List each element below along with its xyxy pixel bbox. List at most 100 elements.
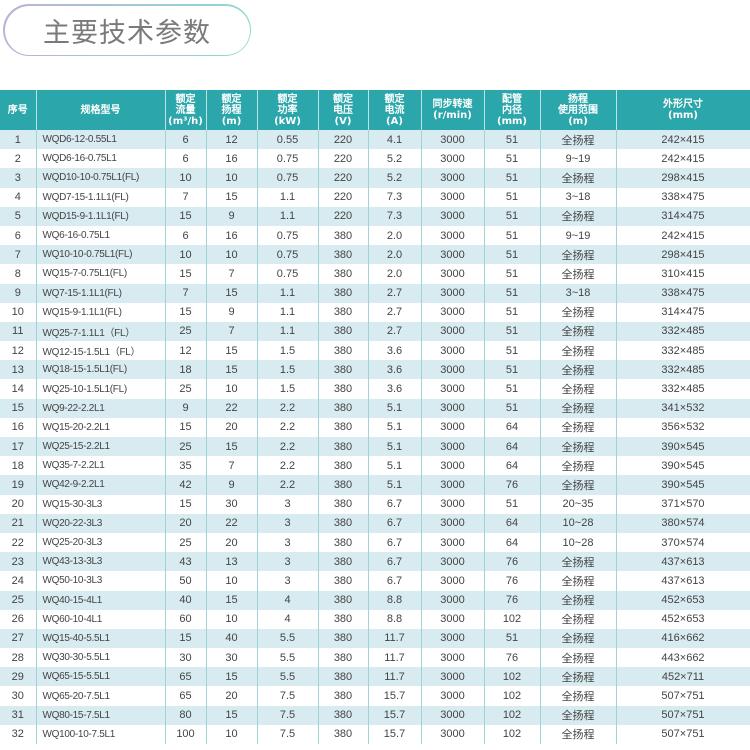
- cell-current: 15.7: [368, 724, 422, 744]
- cell-head: 16: [206, 225, 258, 246]
- cell-pipe-diameter: 51: [484, 225, 541, 246]
- cell-head-range: 全扬程: [540, 552, 617, 572]
- table-row: 31 WQ80-15-7.5L1 80 15 7.5 380 15.7 3000 102 全扬程 5…: [0, 705, 750, 725]
- table-row: 5 WQD15-9-1.1L1(FL) 15 9 1.1 220 7.3 3000 51 全扬程 3…: [0, 206, 750, 226]
- cell-head-range: 全扬程: [540, 398, 617, 418]
- cell-head-range: 全扬程: [540, 724, 617, 744]
- cell-model: WQ30-30-5.5L1: [36, 648, 166, 668]
- cell-power: 1.1: [257, 283, 319, 303]
- cell-pipe-diameter: 51: [484, 302, 541, 322]
- cell-pipe-diameter: 64: [484, 456, 541, 476]
- cell-model: WQ43-13-3L3: [36, 552, 166, 572]
- cell-current: 15.7: [368, 686, 422, 706]
- cell-model: WQD6-16-0.75L1: [36, 149, 166, 169]
- cell-power: 0.75: [257, 225, 319, 246]
- cell-index: 10: [0, 302, 37, 322]
- cell-flow: 30: [165, 648, 207, 668]
- cell-head-range: 全扬程: [540, 609, 617, 629]
- cell-index: 14: [0, 379, 37, 399]
- table-row: 14 WQ25-10-1.5L1(FL) 25 10 1.5 380 3.6 3000 51 全扬…: [0, 379, 750, 399]
- cell-head-range: 全扬程: [540, 245, 617, 265]
- cell-head: 22: [206, 398, 258, 418]
- cell-pipe-diameter: 102: [484, 609, 541, 629]
- cell-voltage: 220: [318, 130, 369, 150]
- cell-model: WQ40-15-4L1: [36, 590, 166, 610]
- cell-head: 7: [206, 264, 258, 284]
- cell-head-range: 全扬程: [540, 417, 617, 437]
- cell-head-range: 全扬程: [540, 437, 617, 457]
- table-header: 序号 规格型号 额定 流量 (m³/h) 额定 扬程 (m) 额定 功率 (kW) 额定 …: [0, 90, 750, 130]
- cell-model: WQ9-22-2.2L1: [36, 398, 166, 418]
- cell-current: 7.3: [368, 187, 422, 207]
- cell-power: 4: [257, 609, 319, 629]
- cell-dimensions: 371×570: [616, 494, 750, 514]
- cell-flow: 65: [165, 667, 207, 687]
- cell-head-range: 全扬程: [540, 648, 617, 668]
- cell-power: 3: [257, 571, 319, 591]
- cell-head: 10: [206, 571, 258, 591]
- cell-flow: 25: [165, 532, 207, 553]
- cell-power: 3: [257, 494, 319, 514]
- cell-flow: 12: [165, 341, 207, 361]
- table-row: 8 WQ15-7-0.75L1(FL) 15 7 0.75 380 2.0 3000 51 全扬程…: [0, 264, 750, 284]
- cell-dimensions: 390×545: [616, 475, 750, 495]
- table-row: 1 WQD6-12-0.55L1 6 12 0.55 220 4.1 3000 51 全扬程 242…: [0, 130, 750, 150]
- cell-dimensions: 507×751: [616, 724, 750, 744]
- cell-model: WQD7-15-1.1L1(FL): [36, 187, 166, 207]
- cell-speed: 3000: [421, 225, 485, 246]
- cell-index: 18: [0, 456, 37, 476]
- cell-current: 11.7: [368, 628, 422, 649]
- cell-model: WQD15-9-1.1L1(FL): [36, 206, 166, 226]
- cell-power: 1.1: [257, 302, 319, 322]
- cell-head-range: 全扬程: [540, 341, 617, 361]
- cell-power: 3: [257, 532, 319, 553]
- cell-dimensions: 310×415: [616, 264, 750, 284]
- cell-current: 5.1: [368, 417, 422, 437]
- cell-speed: 3000: [421, 667, 485, 687]
- cell-pipe-diameter: 51: [484, 168, 541, 188]
- cell-head: 15: [206, 360, 258, 380]
- cell-voltage: 220: [318, 168, 369, 188]
- cell-voltage: 380: [318, 379, 369, 399]
- table-row: 26 WQ60-10-4L1 60 10 4 380 8.8 3000 102 全扬程 452×65…: [0, 609, 750, 629]
- table-row: 7 WQ10-10-0.75L1(FL) 10 10 0.75 380 2.0 3000 51 全…: [0, 245, 750, 265]
- cell-index: 29: [0, 667, 37, 687]
- cell-index: 5: [0, 206, 37, 226]
- cell-voltage: 380: [318, 724, 369, 744]
- table-row: 16 WQ15-20-2.2L1 15 20 2.2 380 5.1 3000 64 全扬程 356…: [0, 417, 750, 437]
- cell-flow: 25: [165, 379, 207, 399]
- cell-power: 2.2: [257, 398, 319, 418]
- cell-pipe-diameter: 64: [484, 437, 541, 457]
- cell-index: 25: [0, 590, 37, 610]
- cell-pipe-diameter: 102: [484, 724, 541, 744]
- cell-voltage: 380: [318, 571, 369, 591]
- cell-model: WQ25-15-2.2L1: [36, 437, 166, 457]
- cell-index: 7: [0, 245, 37, 265]
- cell-head-range: 全扬程: [540, 168, 617, 188]
- cell-power: 2.2: [257, 437, 319, 457]
- cell-voltage: 380: [318, 648, 369, 668]
- cell-head: 15: [206, 437, 258, 457]
- cell-index: 9: [0, 283, 37, 303]
- cell-dimensions: 341×532: [616, 398, 750, 418]
- cell-dimensions: 507×751: [616, 705, 750, 725]
- cell-voltage: 380: [318, 321, 369, 342]
- cell-current: 3.6: [368, 360, 422, 380]
- cell-flow: 80: [165, 705, 207, 725]
- cell-pipe-diameter: 51: [484, 321, 541, 342]
- cell-voltage: 380: [318, 360, 369, 380]
- cell-index: 3: [0, 168, 37, 188]
- cell-speed: 3000: [421, 341, 485, 361]
- cell-current: 2.7: [368, 302, 422, 322]
- cell-speed: 3000: [421, 437, 485, 457]
- cell-speed: 3000: [421, 475, 485, 495]
- cell-voltage: 380: [318, 264, 369, 284]
- cell-current: 6.7: [368, 552, 422, 572]
- cell-flow: 9: [165, 398, 207, 418]
- header-head: 额定 扬程 (m): [206, 90, 258, 130]
- cell-voltage: 380: [318, 609, 369, 629]
- cell-current: 5.2: [368, 149, 422, 169]
- cell-current: 8.8: [368, 590, 422, 610]
- cell-power: 0.75: [257, 264, 319, 284]
- table-row: 28 WQ30-30-5.5L1 30 30 5.5 380 11.7 3000 76 全扬程 44…: [0, 648, 750, 668]
